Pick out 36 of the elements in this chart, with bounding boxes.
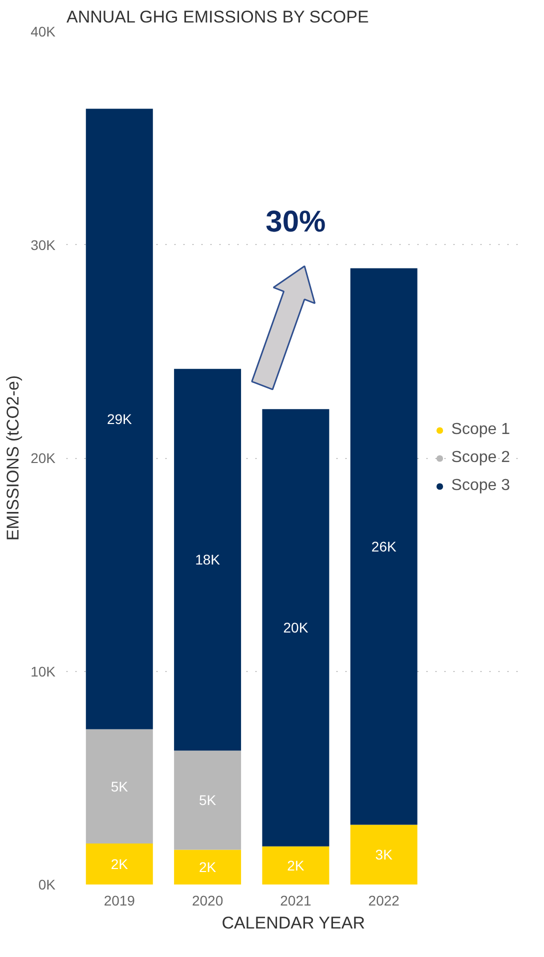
y-tick-label: 30K — [30, 236, 56, 253]
chart-title: ANNUAL GHG EMISSIONS BY SCOPE — [66, 8, 369, 26]
data-label: 29K — [106, 410, 133, 427]
bar — [174, 368, 242, 751]
y-axis-title: EMISSIONS (tCO2-e) — [4, 375, 23, 541]
data-label: 2K — [287, 857, 305, 874]
x-tick-label: 2019 — [104, 892, 136, 908]
x-tick-label: 2022 — [368, 892, 400, 908]
x-tick-label: 2020 — [192, 892, 224, 908]
data-label: 5K — [110, 778, 129, 794]
bar — [350, 824, 418, 884]
data-label: 20K — [283, 620, 309, 636]
bar — [174, 750, 242, 850]
bar — [174, 850, 242, 884]
legend-label: Scope 3 — [451, 476, 510, 494]
bar — [262, 409, 330, 846]
y-tick-label: 20K — [30, 450, 56, 466]
legend-label: Scope 1 — [451, 420, 510, 438]
y-tick-label: 40K — [30, 24, 56, 40]
annotation: 30% — [266, 205, 326, 238]
legend-label: Scope 2 — [451, 448, 510, 466]
bar — [262, 846, 330, 884]
data-label: 2K — [110, 856, 129, 872]
bar — [350, 268, 418, 825]
x-tick-label: 2021 — [280, 892, 312, 908]
bar — [86, 108, 153, 730]
y-tick-label: 10K — [30, 663, 56, 680]
bar — [86, 844, 153, 884]
x-axis-title: CALENDAR YEAR — [222, 914, 365, 932]
data-label: 2K — [198, 859, 217, 876]
y-tick-label: 0K — [38, 876, 56, 892]
data-label: 3K — [375, 846, 394, 863]
data-label: 18K — [195, 552, 221, 568]
bar — [86, 729, 153, 844]
data-label: 5K — [198, 792, 217, 808]
data-label: 26K — [371, 538, 397, 554]
